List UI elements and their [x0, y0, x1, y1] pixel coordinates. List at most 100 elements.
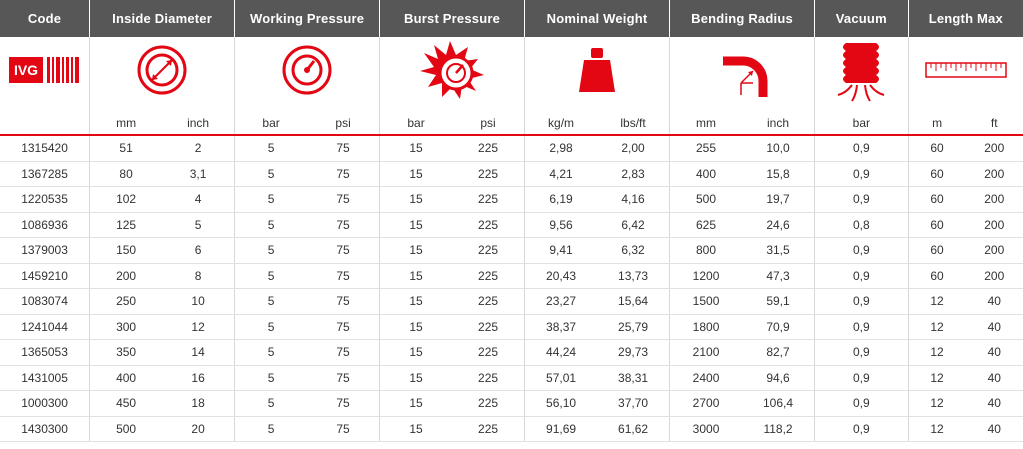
table-cell: 15 — [379, 186, 453, 213]
header-working-pressure: Working Pressure — [234, 0, 380, 37]
table-cell: 225 — [452, 135, 525, 162]
table-cell: 23,27 — [524, 288, 598, 315]
table-row: 1365053 350 14 5 75 15 225 44,24 29,73 2100 82,7 0,… — [0, 339, 1023, 366]
code-cell: 1430300 — [0, 416, 90, 442]
table-cell: 0,9 — [814, 416, 909, 442]
table-cell: 57,01 — [524, 365, 598, 391]
table-cell: 200 — [965, 263, 1023, 289]
table-cell: 47,3 — [742, 263, 815, 289]
table-cell: 10 — [162, 288, 235, 315]
table-cell: 15 — [379, 314, 453, 340]
table-cell: 400 — [669, 161, 743, 187]
table-row: 1430300 500 20 5 75 15 225 91,69 61,62 3000 118,2 0… — [0, 416, 1023, 442]
unit-label: mm — [89, 108, 163, 136]
code-cell: 1365053 — [0, 339, 90, 366]
table-cell: 5 — [234, 390, 308, 417]
table-cell: 450 — [89, 390, 163, 417]
code-cell: 1315420 — [0, 135, 90, 162]
table-cell: 15 — [379, 263, 453, 289]
table-cell: 5 — [234, 416, 308, 442]
table-cell: 225 — [452, 186, 525, 213]
table-cell: 5 — [234, 186, 308, 213]
table-cell: 12 — [907, 390, 966, 417]
table-cell: 118,2 — [742, 416, 815, 442]
table-cell: 40 — [965, 390, 1023, 417]
ruler-icon — [925, 60, 1007, 80]
table-cell: 12 — [907, 365, 966, 391]
table-cell: 15 — [379, 390, 453, 417]
table-cell: 0,8 — [814, 212, 909, 238]
table-cell: 20,43 — [524, 263, 598, 289]
header-code: Code — [0, 0, 90, 37]
table-cell: 5 — [162, 212, 235, 238]
table-cell: 60 — [907, 212, 966, 238]
table-cell: 5 — [234, 212, 308, 238]
brand-logo-cell: IVG — [0, 37, 90, 108]
table-cell: 0,9 — [814, 365, 909, 391]
table-cell: 800 — [669, 237, 743, 264]
table-cell: 0,9 — [814, 263, 909, 289]
table-cell: 9,56 — [524, 212, 598, 238]
table-cell: 2100 — [669, 339, 743, 366]
table-cell: 12 — [907, 288, 966, 315]
code-cell: 1086936 — [0, 212, 90, 238]
table-row: 1083074 250 10 5 75 15 225 23,27 15,64 1500 59,1 0,… — [0, 288, 1023, 315]
unit-label: kg/m — [524, 108, 598, 136]
table-cell: 15,64 — [597, 288, 670, 315]
table-cell: 75 — [307, 237, 380, 264]
table-cell: 18 — [162, 390, 235, 417]
table-cell: 6 — [162, 237, 235, 264]
table-cell: 5 — [234, 161, 308, 187]
burst-gauge-icon — [414, 39, 490, 101]
table-cell: 4,21 — [524, 161, 598, 187]
table-cell: 75 — [307, 135, 380, 162]
table-cell: 1800 — [669, 314, 743, 340]
table-cell: 200 — [965, 186, 1023, 213]
table-cell: 5 — [234, 135, 308, 162]
table-row: 1315420 51 2 5 75 15 225 2,98 2,00 255 10,0 0,9 60 20… — [0, 135, 1023, 162]
table-cell: 5 — [234, 339, 308, 366]
table-cell: 60 — [907, 186, 966, 213]
table-cell: 9,41 — [524, 237, 598, 264]
unit-label: lbs/ft — [597, 108, 670, 136]
table-cell: 44,24 — [524, 339, 598, 366]
table-cell: 75 — [307, 339, 380, 366]
unit-row: mm inch bar psi bar psi kg/m lbs/ft mm i… — [0, 108, 1023, 136]
table-cell: 8 — [162, 263, 235, 289]
table-cell: 225 — [452, 212, 525, 238]
gauge-icon — [281, 44, 333, 96]
unit-label: bar — [234, 108, 308, 136]
table-cell: 12 — [907, 339, 966, 366]
code-cell: 1241044 — [0, 314, 90, 340]
table-cell: 250 — [89, 288, 163, 315]
table-cell: 15 — [379, 135, 453, 162]
table-row: 1367285 80 3,1 5 75 15 225 4,21 2,83 400 15,8 0,9 60… — [0, 161, 1023, 187]
table-body: 1315420 51 2 5 75 15 225 2,98 2,00 255 10,0 0,9 60 20… — [0, 135, 1023, 442]
table-cell: 0,9 — [814, 390, 909, 417]
table-cell: 125 — [89, 212, 163, 238]
table-cell: 225 — [452, 390, 525, 417]
unit-label: ft — [965, 108, 1023, 136]
weight-icon — [577, 46, 617, 94]
unit-code — [0, 108, 90, 136]
table-cell: 40 — [965, 365, 1023, 391]
bending-radius-icon-cell — [669, 37, 815, 108]
inside-diameter-icon-cell — [89, 37, 235, 108]
table-cell: 2,00 — [597, 135, 670, 162]
unit-label: bar — [814, 108, 909, 136]
table-cell: 2,98 — [524, 135, 598, 162]
table-cell: 0,9 — [814, 314, 909, 340]
header-bending-radius: Bending Radius — [669, 0, 815, 37]
table-cell: 60 — [907, 263, 966, 289]
table-row: 1000300 450 18 5 75 15 225 56,10 37,70 2700 106,4 0… — [0, 390, 1023, 417]
header-nominal-weight: Nominal Weight — [524, 0, 670, 37]
table-cell: 15 — [379, 339, 453, 366]
table-cell: 150 — [89, 237, 163, 264]
table-cell: 2 — [162, 135, 235, 162]
table-cell: 106,4 — [742, 390, 815, 417]
table-cell: 5 — [234, 288, 308, 315]
table-cell: 15,8 — [742, 161, 815, 187]
table-cell: 200 — [965, 212, 1023, 238]
table-cell: 15 — [379, 212, 453, 238]
